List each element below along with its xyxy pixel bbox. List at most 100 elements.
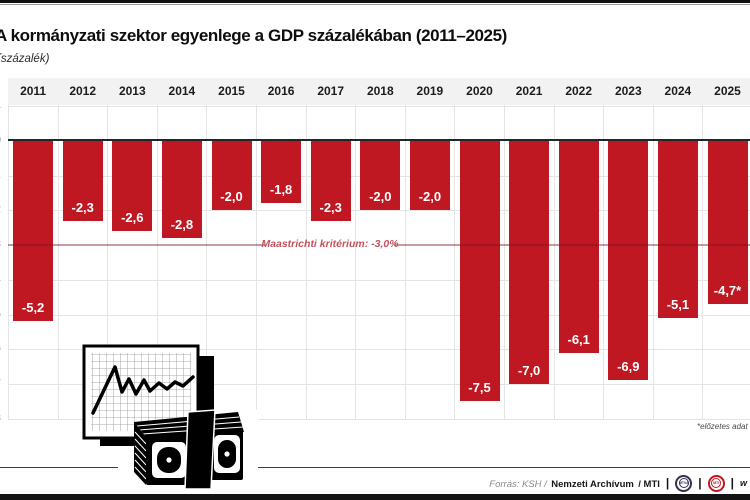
- maastricht-line-left: [8, 244, 265, 246]
- gridline-vertical: [603, 105, 605, 419]
- footer-separator: |: [665, 476, 670, 490]
- bar-value-label: -5,1: [666, 296, 690, 312]
- year-label: 2019: [416, 84, 444, 98]
- bar-value-label: -2,3: [319, 199, 342, 215]
- maastricht-line-right: [394, 244, 750, 246]
- source-prefix: Forrás: KSH /: [489, 479, 547, 490]
- gridline-vertical: [652, 105, 654, 419]
- source-mti: / MTI: [638, 479, 660, 490]
- footer-url-clipped: w: [739, 478, 747, 488]
- bar-value-label: -2,0: [418, 189, 442, 205]
- bar-value-label: -7,5: [468, 380, 491, 396]
- year-label: 2011: [20, 84, 47, 98]
- footer-separator: |: [698, 476, 702, 490]
- bar-value-label: -2,3: [71, 199, 94, 215]
- gridline-horizontal: [8, 314, 750, 316]
- bar-value-label: -2,8: [170, 217, 194, 233]
- bar: [409, 141, 450, 211]
- y-axis-tick: -7: [0, 378, 1, 389]
- bar-value-label: -5,2: [21, 300, 45, 316]
- gridline-horizontal: [8, 418, 750, 420]
- y-axis-tick: 1: [0, 100, 1, 111]
- bar-value-label: -7,0: [517, 362, 541, 378]
- year-label: 2013: [118, 84, 146, 98]
- money-chart-illustration-icon: [82, 344, 258, 492]
- bar: [13, 141, 54, 322]
- y-axis-tick: -6: [0, 343, 1, 354]
- mtva-logo-icon: MTVA: [675, 474, 693, 492]
- preliminary-data-footnote: *előzetes adat: [697, 422, 748, 431]
- gridline-vertical: [305, 105, 307, 419]
- zero-axis-line: [8, 139, 750, 142]
- page-title: A kormányzati szektor egyenlege a GDP sz…: [0, 26, 507, 45]
- bar: [62, 141, 103, 221]
- maastricht-criterion-label: Maastrichti kritérium: -3,0%: [261, 237, 399, 250]
- y-axis-tick: -1: [0, 170, 1, 181]
- gridline-vertical: [355, 105, 357, 419]
- gridline-vertical: [57, 105, 59, 419]
- gridline-vertical: [206, 105, 208, 419]
- gridline-vertical: [404, 105, 406, 419]
- bar: [558, 141, 599, 353]
- y-axis-tick: -5: [0, 309, 1, 320]
- bar-value-label: -2,6: [121, 210, 144, 226]
- bar: [707, 141, 748, 305]
- year-label: 2025: [714, 84, 741, 98]
- bar: [360, 141, 401, 211]
- gridline-vertical: [156, 105, 158, 419]
- bar-value-label: -2,0: [369, 189, 392, 205]
- gridline-vertical: [454, 105, 456, 419]
- gridline-vertical: [256, 105, 257, 419]
- bar: [310, 141, 351, 221]
- bar: [161, 141, 202, 239]
- year-label: 2014: [168, 84, 196, 98]
- bar: [509, 141, 550, 384]
- year-header-band: [8, 78, 750, 105]
- gridline-vertical: [553, 105, 555, 419]
- year-label: 2021: [515, 84, 543, 98]
- year-label: 2018: [366, 84, 394, 98]
- bar-value-label: -2,0: [220, 189, 243, 205]
- gridline-horizontal: [8, 349, 750, 351]
- gridline-vertical: [702, 105, 704, 419]
- y-axis-tick: -8: [0, 413, 1, 424]
- mtva-logo-text: MTVA: [678, 481, 689, 485]
- y-axis-tick: -3: [0, 239, 1, 250]
- gridline-vertical: [107, 105, 109, 419]
- bar: [211, 141, 252, 211]
- bar-value-label: -6,1: [567, 331, 590, 347]
- bar: [459, 141, 500, 402]
- year-label: 2022: [565, 84, 593, 98]
- year-label: 2017: [317, 84, 345, 98]
- year-label: 2015: [218, 84, 245, 98]
- year-label: 2023: [614, 84, 642, 98]
- bar-value-label: -4,7*: [713, 283, 742, 299]
- top-edge-shadow: [0, 3, 750, 5]
- mti-logo-icon: MTI: [707, 474, 725, 492]
- bar: [112, 141, 153, 232]
- footer-separator: |: [730, 476, 734, 490]
- year-label: 2020: [466, 84, 493, 98]
- y-axis-tick: -4: [0, 274, 1, 285]
- bar-value-label: -1,8: [269, 182, 293, 198]
- gridline-horizontal: [8, 106, 750, 108]
- year-label: 2012: [69, 84, 97, 98]
- source-archive: Nemzeti Archívum: [551, 479, 634, 490]
- y-axis-tick: -2: [0, 204, 1, 215]
- gridline-horizontal: [8, 210, 750, 212]
- gridline-horizontal: [8, 383, 750, 385]
- footer-divider-line: [0, 466, 750, 468]
- gridline-vertical: [8, 105, 9, 419]
- gridline-vertical: [504, 105, 505, 419]
- bar: [657, 141, 698, 318]
- year-label: 2024: [664, 84, 692, 98]
- bar: [608, 141, 649, 381]
- bottom-edge-bar: [0, 494, 750, 500]
- bar: [261, 141, 302, 204]
- bar-value-label: -6,9: [617, 359, 640, 375]
- mti-logo-text: MTI: [713, 481, 720, 485]
- year-label: 2016: [267, 84, 295, 98]
- source-footer: Forrás: KSH / Nemzeti Archívum / MTI | M…: [489, 474, 747, 492]
